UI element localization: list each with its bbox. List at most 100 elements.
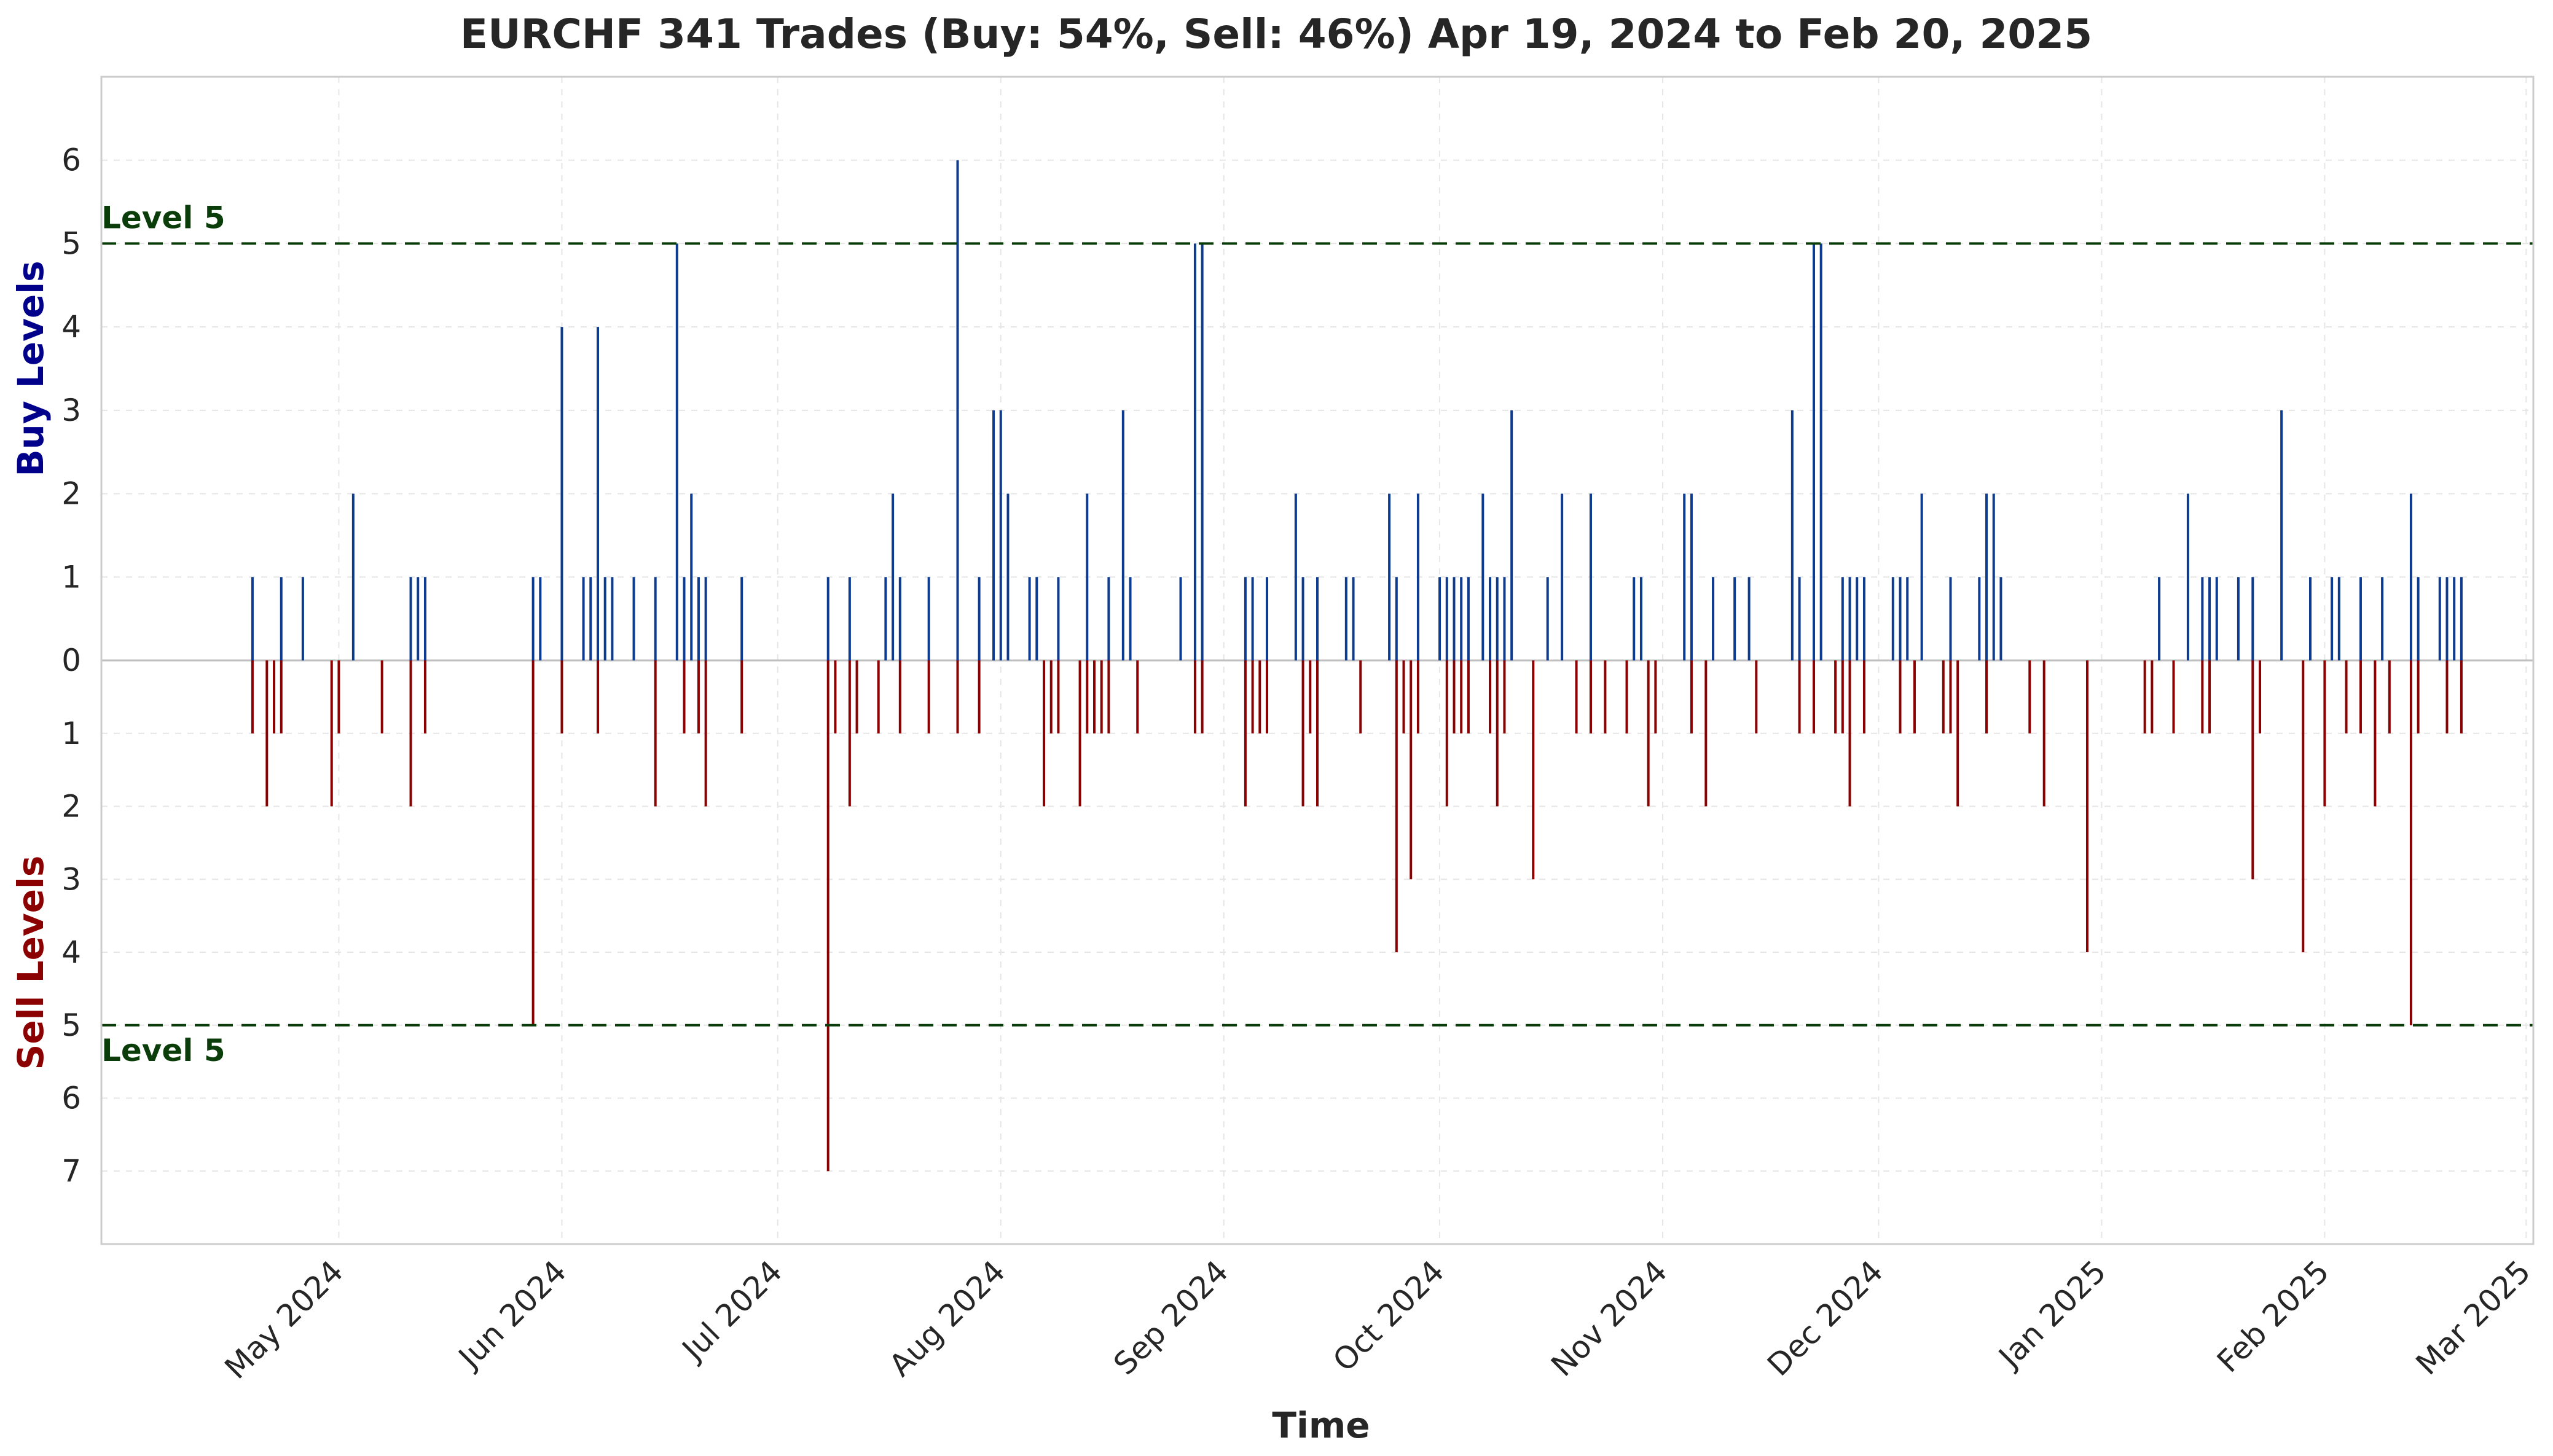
sell-trade-bar — [1949, 660, 1952, 734]
buy-trade-bar — [1301, 577, 1304, 660]
sell-trade-bar — [1049, 660, 1053, 734]
sell-trade-bar — [834, 660, 837, 734]
buy-trade-bar — [1395, 577, 1398, 660]
sell-trade-bar — [2085, 660, 2088, 952]
sell-trade-bar — [1862, 660, 1865, 734]
buy-trade-bar — [1906, 577, 1909, 660]
buy-trade-bar — [2201, 577, 2204, 660]
buy-trade-bar — [1561, 493, 1564, 660]
buy-trade-bar — [826, 577, 829, 660]
buy-trade-bar — [1856, 577, 1859, 660]
buy-trade-bar — [1639, 577, 1642, 660]
sell-trade-bar — [273, 660, 276, 734]
buy-trade-bar — [892, 493, 895, 660]
sell-trade-bar — [683, 660, 686, 734]
buy-tick-label: 5 — [61, 225, 81, 261]
sell-trade-bar — [1503, 660, 1506, 734]
buy-trade-bar — [2251, 577, 2254, 660]
buy-trade-bar — [2280, 410, 2283, 660]
buy-trade-bar — [1266, 577, 1269, 660]
buy-trade-bar — [898, 577, 901, 660]
sell-trade-bar — [1266, 660, 1269, 734]
sell-trade-bar — [1798, 660, 1801, 734]
sell-tick-label: 1 — [61, 716, 81, 751]
sell-trade-bar — [2409, 660, 2412, 1025]
buy-trade-bar — [1201, 243, 1204, 660]
sell-level-5-label: Level 5 — [101, 1033, 225, 1068]
buy-trade-bar — [1712, 577, 1715, 660]
buy-trade-bar — [603, 577, 606, 660]
buy-trade-bar — [1489, 577, 1492, 660]
buy-level-5-label: Level 5 — [101, 200, 225, 235]
buy-trade-bar — [2215, 577, 2218, 660]
sell-trade-bar — [560, 660, 563, 734]
sell-trade-bar — [1704, 660, 1708, 807]
buy-levels-axis-title: Buy Levels — [10, 260, 52, 476]
sell-trade-bar — [1453, 660, 1456, 734]
buy-trade-bar — [1812, 243, 1815, 660]
buy-trade-bar — [539, 577, 542, 660]
sell-trade-bar — [1647, 660, 1650, 807]
sell-trade-bar — [1956, 660, 1959, 807]
plot-frame — [100, 76, 2535, 1245]
buy-trade-bar — [1352, 577, 1355, 660]
buy-trade-bar — [2417, 577, 2420, 660]
buy-trade-bar — [531, 577, 535, 660]
buy-trade-bar — [1733, 577, 1736, 660]
sell-tick-label: 6 — [61, 1081, 81, 1116]
sell-trade-bar — [280, 660, 283, 734]
buy-trade-bar — [1690, 493, 1693, 660]
sell-trade-bar — [1359, 660, 1362, 734]
buy-trade-bar — [1193, 243, 1196, 660]
sell-trade-bar — [855, 660, 858, 734]
sell-trade-bar — [251, 660, 254, 734]
buy-tick-label: 1 — [61, 559, 81, 595]
sell-trade-bar — [2151, 660, 2154, 734]
buy-trade-bar — [1985, 493, 1988, 660]
buy-trade-bar — [1107, 577, 1110, 660]
sell-tick-label: 4 — [61, 934, 81, 970]
buy-trade-bar — [2337, 577, 2340, 660]
buy-trade-bar — [1028, 577, 1031, 660]
sell-trade-bar — [330, 660, 333, 807]
buy-trade-bar — [1388, 493, 1391, 660]
sell-trade-bar — [1100, 660, 1103, 734]
sell-tick-label: 7 — [61, 1153, 81, 1189]
buy-trade-bar — [683, 577, 686, 660]
sell-trade-bar — [1258, 660, 1261, 734]
sell-trade-bar — [654, 660, 657, 807]
buy-trade-bar — [409, 577, 412, 660]
buy-trade-bar — [1503, 577, 1506, 660]
buy-trade-bar — [1129, 577, 1132, 660]
buy-trade-bar — [1445, 577, 1448, 660]
buy-trade-bar — [1179, 577, 1182, 660]
sell-trade-bar — [1834, 660, 1837, 734]
sell-trade-bar — [2359, 660, 2362, 734]
buy-trade-bar — [582, 577, 585, 660]
buy-trade-bar — [1978, 577, 1981, 660]
sell-trade-bar — [1043, 660, 1046, 807]
buy-tick-label: 0 — [61, 643, 81, 678]
sell-trade-bar — [1316, 660, 1319, 807]
buy-trade-bar — [2186, 493, 2189, 660]
sell-trade-bar — [1201, 660, 1204, 734]
buy-trade-bar — [1344, 577, 1347, 660]
sell-trade-bar — [1913, 660, 1916, 734]
buy-trade-bar — [1416, 493, 1419, 660]
sell-trade-bar — [1460, 660, 1463, 734]
sell-trade-bar — [1107, 660, 1110, 734]
sell-trade-bar — [1489, 660, 1492, 734]
buy-trade-bar — [2438, 577, 2441, 660]
sell-trade-bar — [877, 660, 880, 734]
sell-tick-label: 2 — [61, 789, 81, 824]
buy-trade-bar — [1510, 410, 1513, 660]
sell-trade-bar — [1244, 660, 1247, 807]
sell-trade-bar — [1410, 660, 1413, 880]
sell-trade-bar — [2028, 660, 2031, 734]
buy-tick-label: 2 — [61, 476, 81, 512]
buy-trade-bar — [1294, 493, 1297, 660]
buy-trade-bar — [2359, 577, 2362, 660]
sell-trade-bar — [1899, 660, 1902, 734]
buy-trade-bar — [675, 243, 678, 660]
buy-tick-label: 4 — [61, 309, 81, 345]
